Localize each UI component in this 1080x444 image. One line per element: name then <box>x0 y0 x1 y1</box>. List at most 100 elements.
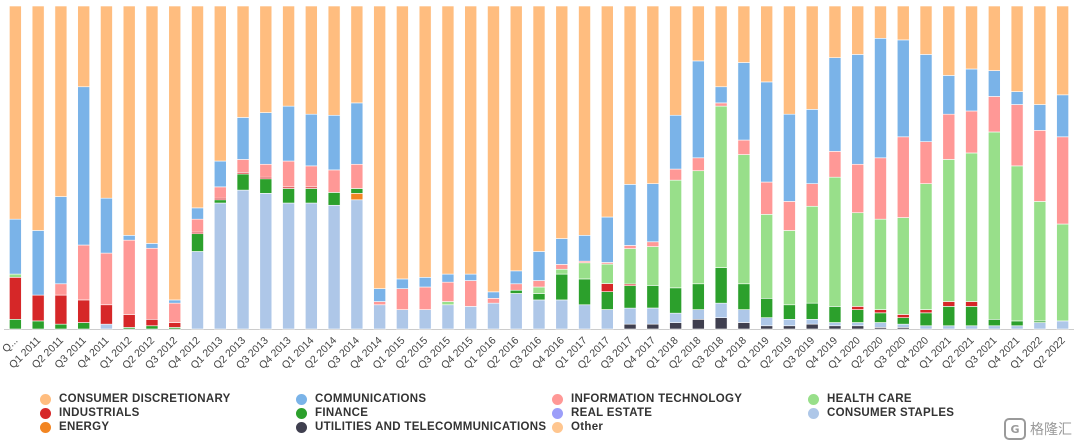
bar-segment-information-technology-q4-2013[interactable] <box>282 160 295 188</box>
bar-segment-consumer-discretionary-q1-2022[interactable] <box>1033 5 1047 105</box>
bar-segment-communications-q1-2015[interactable] <box>396 278 409 289</box>
bar-segment-industrials-q2-2011[interactable] <box>54 294 68 325</box>
bar-segment-finance-q3-2013[interactable] <box>259 178 273 194</box>
bar-segment-consumer-discretionary-q4-2010[interactable] <box>9 5 22 220</box>
bar-segment-communications-q3-2017[interactable] <box>623 184 637 246</box>
bar-segment-information-technology-q3-2021[interactable] <box>988 96 1001 133</box>
bar-segment-finance-q4-2012[interactable] <box>191 233 204 252</box>
bar-segment-consumer-discretionary-q3-2011[interactable] <box>77 5 90 88</box>
bar-segment-health-care-q2-2022[interactable] <box>1056 223 1069 322</box>
bar-segment-communications-q4-2017[interactable] <box>646 183 660 243</box>
bar-segment-finance-q2-2014[interactable] <box>327 192 341 206</box>
bar-segment-information-technology-q3-2015[interactable] <box>441 281 455 302</box>
bar-segment-communications-q3-2018[interactable] <box>714 86 728 104</box>
bar-segment-communications-q2-2021[interactable] <box>965 68 978 112</box>
bar-segment-information-technology-q3-2019[interactable] <box>805 183 819 207</box>
bar-segment-finance-q3-2018[interactable] <box>714 267 728 304</box>
bar-segment-health-care-q4-2010[interactable] <box>9 273 22 278</box>
bar-segment-finance-q2-2011[interactable] <box>54 323 68 330</box>
bar-segment-health-care-q1-2018[interactable] <box>669 179 682 289</box>
bar-segment-consumer-discretionary-q2-2017[interactable] <box>600 5 614 218</box>
bar-segment-information-technology-q4-2020[interactable] <box>919 141 933 184</box>
bar-segment-finance-q4-2010[interactable] <box>9 319 22 330</box>
bar-segment-health-care-q1-2020[interactable] <box>851 212 865 307</box>
bar-segment-industrials-q1-2020[interactable] <box>851 306 865 310</box>
bar-segment-communications-q4-2015[interactable] <box>464 273 478 281</box>
bar-segment-health-care-q4-2019[interactable] <box>828 176 842 307</box>
bar-segment-finance-q2-2018[interactable] <box>692 283 705 310</box>
bar-segment-information-technology-q4-2019[interactable] <box>828 151 842 178</box>
bar-segment-utilities-and-telecommunications-q1-2019[interactable] <box>760 325 773 330</box>
bar-segment-communications-q4-2014[interactable] <box>373 288 386 302</box>
bar-segment-consumer-discretionary-q2-2013[interactable] <box>236 5 250 118</box>
bar-segment-consumer-staples-q3-2014[interactable] <box>350 199 364 330</box>
bar-segment-consumer-discretionary-q2-2015[interactable] <box>418 5 432 278</box>
bar-segment-information-technology-q2-2019[interactable] <box>783 201 796 231</box>
bar-segment-health-care-q3-2017[interactable] <box>623 248 637 285</box>
bar-segment-industrials-q2-2012[interactable] <box>145 319 159 327</box>
bar-segment-consumer-discretionary-q1-2019[interactable] <box>760 5 773 83</box>
bar-segment-utilities-and-telecommunications-q3-2018[interactable] <box>714 317 728 330</box>
bar-segment-finance-q4-2018[interactable] <box>737 283 751 310</box>
bar-segment-finance-q3-2021[interactable] <box>988 319 1001 327</box>
bar-segment-consumer-staples-q4-2017[interactable] <box>646 307 660 325</box>
bar-segment-consumer-staples-q2-2022[interactable] <box>1056 320 1069 330</box>
bar-segment-information-technology-q3-2012[interactable] <box>168 302 182 323</box>
bar-segment-consumer-discretionary-q3-2013[interactable] <box>259 5 273 113</box>
bar-segment-communications-q2-2016[interactable] <box>509 270 523 285</box>
bar-segment-consumer-staples-q2-2017[interactable] <box>600 309 614 330</box>
bar-segment-finance-q4-2019[interactable] <box>828 306 842 323</box>
bar-segment-consumer-staples-q1-2015[interactable] <box>396 309 409 330</box>
bar-segment-consumer-discretionary-q2-2020[interactable] <box>874 5 887 39</box>
bar-segment-consumer-staples-q1-2013[interactable] <box>213 202 227 330</box>
bar-segment-finance-q4-2016[interactable] <box>555 273 569 301</box>
bar-segment-consumer-discretionary-q1-2018[interactable] <box>669 5 682 116</box>
bar-segment-communications-q4-2012[interactable] <box>191 207 204 220</box>
bar-segment-consumer-staples-q3-2021[interactable] <box>988 325 1001 330</box>
bar-segment-consumer-discretionary-q4-2020[interactable] <box>919 5 933 55</box>
bar-segment-communications-q3-2011[interactable] <box>77 86 90 246</box>
bar-segment-communications-q4-2019[interactable] <box>828 57 842 152</box>
bar-segment-health-care-q3-2020[interactable] <box>896 217 910 315</box>
bar-segment-information-technology-q1-2019[interactable] <box>760 181 773 215</box>
bar-segment-communications-q2-2014[interactable] <box>327 114 341 171</box>
bar-segment-utilities-and-telecommunications-q4-2019[interactable] <box>828 325 842 330</box>
bar-segment-consumer-staples-q3-2019[interactable] <box>805 319 819 325</box>
bar-segment-consumer-discretionary-q2-2018[interactable] <box>692 5 705 62</box>
bar-segment-consumer-discretionary-q2-2014[interactable] <box>327 5 341 116</box>
bar-segment-consumer-staples-q3-2016[interactable] <box>532 299 546 330</box>
bar-segment-communications-q1-2021[interactable] <box>942 75 956 115</box>
bar-segment-consumer-staples-q1-2016[interactable] <box>487 302 500 330</box>
bar-segment-consumer-staples-q2-2013[interactable] <box>236 189 250 330</box>
bar-segment-consumer-discretionary-q4-2012[interactable] <box>191 5 204 209</box>
bar-segment-consumer-discretionary-q4-2011[interactable] <box>100 5 113 199</box>
bar-segment-health-care-q2-2020[interactable] <box>874 218 887 310</box>
bar-segment-finance-q3-2014[interactable] <box>350 188 364 194</box>
bar-segment-utilities-and-telecommunications-q1-2018[interactable] <box>669 322 682 330</box>
bar-segment-consumer-discretionary-q1-2016[interactable] <box>487 5 500 293</box>
bar-segment-consumer-staples-q2-2019[interactable] <box>783 319 796 327</box>
bar-segment-finance-q4-2021[interactable] <box>1010 320 1024 327</box>
bar-segment-health-care-q3-2015[interactable] <box>441 301 455 306</box>
bar-segment-consumer-discretionary-q3-2017[interactable] <box>623 5 637 185</box>
bar-segment-consumer-discretionary-q3-2020[interactable] <box>896 5 910 41</box>
bar-segment-health-care-q4-2020[interactable] <box>919 183 933 310</box>
bar-segment-health-care-q2-2019[interactable] <box>783 230 796 306</box>
bar-segment-information-technology-q3-2017[interactable] <box>623 245 637 249</box>
bar-segment-consumer-discretionary-q3-2019[interactable] <box>805 5 819 110</box>
bar-segment-finance-q1-2011[interactable] <box>31 320 45 330</box>
bar-segment-information-technology-q4-2016[interactable] <box>555 264 569 270</box>
bar-segment-health-care-q2-2017[interactable] <box>600 263 614 284</box>
bar-segment-communications-q2-2013[interactable] <box>236 117 250 160</box>
bar-segment-consumer-staples-q1-2019[interactable] <box>760 317 773 327</box>
bar-segment-industrials-q4-2010[interactable] <box>9 277 22 320</box>
bar-segment-industrials-q4-2020[interactable] <box>919 309 933 314</box>
bar-segment-health-care-q1-2019[interactable] <box>760 214 773 299</box>
bar-segment-communications-q1-2018[interactable] <box>669 114 682 170</box>
bar-segment-consumer-discretionary-q3-2015[interactable] <box>441 5 455 275</box>
bar-segment-information-technology-q2-2020[interactable] <box>874 157 887 220</box>
bar-segment-health-care-q4-2017[interactable] <box>646 246 660 286</box>
bar-segment-information-technology-q3-2011[interactable] <box>77 244 90 301</box>
bar-segment-information-technology-q3-2020[interactable] <box>896 136 910 218</box>
bar-segment-communications-q2-2011[interactable] <box>54 196 68 285</box>
